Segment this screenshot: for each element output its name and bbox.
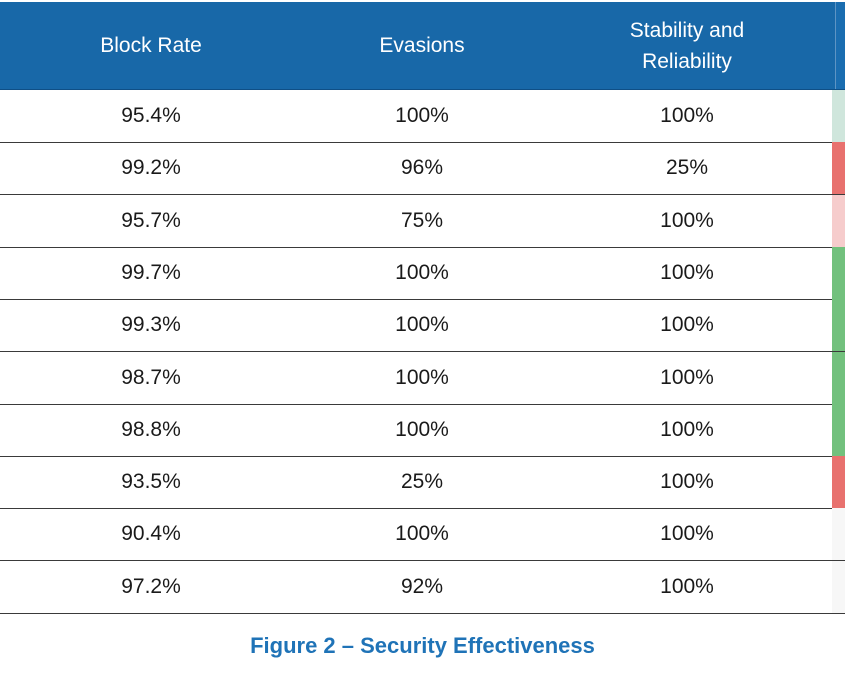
rating-color-swatch — [832, 194, 845, 247]
block-rate-cell: 98.8% — [121, 417, 181, 441]
stability-cell: 100% — [660, 260, 714, 284]
rating-color-swatch — [832, 351, 845, 404]
stability-cell: 100% — [660, 313, 714, 337]
header-evasions: Evasions — [379, 34, 465, 57]
rating-color-swatch — [832, 142, 845, 195]
block-rate-cell: 95.4% — [121, 104, 181, 127]
table-row: 99.2% 96% 25% — [0, 142, 845, 196]
block-rate-cell: 98.7% — [121, 365, 181, 389]
rating-color-swatch — [832, 246, 845, 299]
header-block-rate: Block Rate — [100, 34, 202, 57]
block-rate-cell: 90.4% — [121, 522, 181, 546]
stability-cell: 100% — [660, 365, 714, 389]
table-row: 95.4% 100% 100% — [0, 90, 845, 143]
evasions-cell: 75% — [400, 208, 444, 232]
evasions-cell: 96% — [400, 156, 444, 180]
evasions-cell: 25% — [400, 470, 444, 494]
stability-cell: 100% — [660, 208, 714, 232]
stability-cell: 100% — [660, 470, 714, 494]
stability-cell: 25% — [665, 156, 709, 180]
rating-color-swatch — [832, 403, 845, 456]
evasions-cell: 100% — [395, 365, 449, 389]
table-row: 90.4% 100% 100% — [0, 508, 845, 562]
block-rate-cell: 99.3% — [121, 313, 181, 337]
rating-color-swatch — [832, 456, 845, 509]
block-rate-cell: 99.2% — [121, 156, 181, 180]
evasions-cell: 100% — [395, 313, 449, 337]
table-row: 95.7% 75% 100% — [0, 194, 845, 248]
evasions-cell: 100% — [395, 104, 449, 127]
table-row: 99.3% 100% 100% — [0, 299, 845, 353]
rating-color-swatch — [832, 560, 845, 613]
header-edge-column — [835, 2, 845, 89]
stability-cell: 100% — [660, 574, 714, 598]
rating-color-swatch — [832, 90, 845, 142]
table-row: 98.7% 100% 100% — [0, 351, 845, 405]
block-rate-cell: 97.2% — [121, 574, 181, 598]
table-row: 99.7% 100% 100% — [0, 246, 845, 300]
table-row: 98.8% 100% 100% — [0, 403, 845, 457]
stability-cell: 100% — [660, 417, 714, 441]
table-row: 93.5% 25% 100% — [0, 456, 845, 510]
block-rate-cell: 99.7% — [121, 260, 181, 284]
rating-color-swatch — [832, 299, 845, 352]
header-stability-reliability: Stability and Reliability — [629, 18, 745, 73]
evasions-cell: 100% — [395, 417, 449, 441]
evasions-cell: 100% — [395, 260, 449, 284]
block-rate-cell: 93.5% — [121, 470, 181, 494]
table-header: Block Rate Evasions Stability and Reliab… — [0, 2, 845, 90]
figure-caption: Figure 2 – Security Effectiveness — [250, 633, 595, 658]
table-row: 97.2% 92% 100% — [0, 560, 845, 614]
stability-cell: 100% — [660, 104, 714, 127]
block-rate-cell: 95.7% — [121, 208, 181, 232]
evasions-cell: 100% — [395, 522, 449, 546]
evasions-cell: 92% — [400, 574, 444, 598]
rating-color-swatch — [832, 508, 845, 561]
stability-cell: 100% — [660, 522, 714, 546]
